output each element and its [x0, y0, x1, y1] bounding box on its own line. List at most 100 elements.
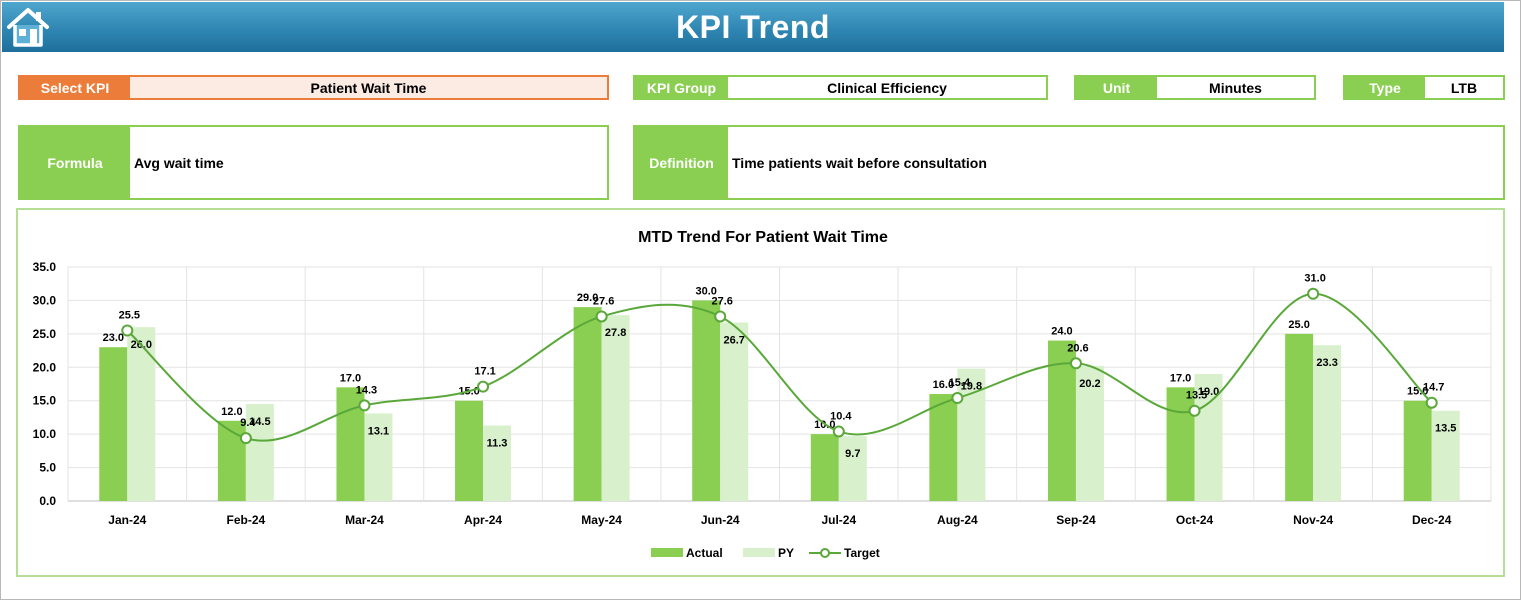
- target-point: [477, 380, 490, 393]
- target-point: [1307, 287, 1320, 300]
- data-label-py: 13.1: [368, 425, 389, 437]
- formula-label: Formula: [20, 127, 130, 198]
- select-kpi-field: Select KPI Patient Wait Time: [18, 75, 609, 100]
- data-label-target: 13.5: [1186, 390, 1207, 402]
- data-label-target: 27.6: [593, 295, 614, 307]
- bar-actual: [810, 434, 839, 501]
- data-label-py: 23.3: [1316, 357, 1337, 369]
- legend-swatch-py: [743, 548, 775, 557]
- type-label: Type: [1345, 77, 1425, 98]
- bar-actual: [99, 347, 128, 501]
- target-point: [595, 310, 608, 323]
- chart-panel: MTD Trend For Patient Wait Time 0.0 5.0 10…: [16, 208, 1505, 577]
- data-label-py: 19.8: [961, 381, 982, 393]
- x-tick-label: Aug-24: [937, 513, 978, 527]
- data-label-py: 11.3: [487, 437, 508, 449]
- bar-py: [1075, 365, 1104, 501]
- bar-py: [483, 425, 512, 501]
- data-label-target: 27.6: [711, 295, 732, 307]
- data-label-target: 9.4: [240, 417, 256, 429]
- bar-py: [364, 413, 393, 501]
- chart-title: MTD Trend For Patient Wait Time: [638, 229, 888, 246]
- bar-py: [601, 315, 630, 501]
- bar-py: [1313, 345, 1342, 501]
- x-tick-label: Nov-24: [1293, 513, 1333, 527]
- target-line: [126, 292, 1433, 442]
- data-label-actual: 17.0: [1170, 372, 1191, 384]
- x-tick-label: Apr-24: [464, 513, 502, 527]
- data-label-target: 14.3: [356, 384, 377, 396]
- y-tick-label: 30.0: [33, 293, 57, 307]
- data-label-actual: 16.0: [933, 379, 954, 391]
- target-point: [832, 425, 845, 438]
- home-icon[interactable]: [6, 5, 50, 49]
- data-label-target: 17.1: [474, 366, 495, 378]
- data-label-target: 15.4: [949, 377, 971, 389]
- bar-py: [127, 327, 156, 501]
- x-tick-label: Jul-24: [821, 513, 856, 527]
- y-tick-label: 25.0: [33, 327, 57, 341]
- data-label-actual: 17.0: [340, 372, 361, 384]
- kpi-group-value: Clinical Efficiency: [728, 77, 1046, 98]
- x-tick-label: Jan-24: [108, 513, 146, 527]
- x-tick-label: May-24: [581, 513, 622, 527]
- definition-text: Time patients wait before consultation: [732, 154, 987, 171]
- bar-py: [838, 436, 867, 501]
- x-tick-label: Dec-24: [1412, 513, 1452, 527]
- target-point: [1425, 396, 1438, 409]
- bar-actual: [692, 300, 721, 501]
- data-label-target: 25.5: [119, 310, 140, 322]
- bar-actual: [217, 420, 246, 501]
- bar-actual: [1166, 387, 1195, 501]
- y-tick-label: 0.0: [39, 494, 56, 508]
- x-tick-label: Sep-24: [1056, 513, 1096, 527]
- kpi-group-label: KPI Group: [635, 77, 728, 98]
- legend-label-py: PY: [778, 546, 794, 560]
- y-tick-label: 20.0: [33, 360, 57, 374]
- y-tick-label: 15.0: [33, 394, 57, 408]
- data-label-actual: 12.0: [221, 406, 242, 418]
- data-label-target: 31.0: [1304, 273, 1325, 285]
- x-tick-label: Jun-24: [701, 513, 740, 527]
- data-label-actual: 24.0: [1051, 326, 1072, 338]
- type-value: LTB: [1425, 77, 1503, 98]
- data-label-actual: 25.0: [1288, 319, 1309, 331]
- y-tick-label: 10.0: [33, 427, 57, 441]
- select-kpi-dropdown[interactable]: Patient Wait Time: [130, 77, 607, 98]
- data-label-py: 27.8: [605, 327, 626, 339]
- formula-text: Avg wait time: [134, 154, 224, 171]
- definition-box: Definition Time patients wait before con…: [633, 125, 1505, 200]
- data-label-target: 10.4: [830, 410, 852, 422]
- bar-py: [1431, 410, 1460, 501]
- legend-swatch-actual: [651, 548, 683, 557]
- kpi-group-field: KPI Group Clinical Efficiency: [633, 75, 1048, 100]
- bar-py: [720, 322, 749, 501]
- data-label-target: 14.7: [1423, 382, 1444, 394]
- data-label-py: 13.5: [1435, 423, 1456, 435]
- y-tick-label: 5.0: [39, 461, 56, 475]
- bar-actual: [929, 394, 958, 501]
- data-label-actual: 29.0: [577, 292, 598, 304]
- formula-box: Formula Avg wait time: [18, 125, 609, 200]
- x-tick-label: Mar-24: [345, 513, 384, 527]
- unit-label: Unit: [1076, 77, 1157, 98]
- select-kpi-label: Select KPI: [20, 77, 130, 98]
- page-title: KPI Trend: [676, 9, 830, 45]
- y-tick-label: 35.0: [33, 260, 57, 274]
- definition-label: Definition: [635, 127, 728, 198]
- bar-actual: [1285, 333, 1314, 501]
- legend-label-actual: Actual: [686, 546, 723, 560]
- data-label-py: 20.2: [1079, 378, 1100, 390]
- target-point: [121, 324, 134, 337]
- target-point: [358, 399, 371, 412]
- x-tick-label: Feb-24: [227, 513, 266, 527]
- type-field: Type LTB: [1343, 75, 1505, 100]
- data-label-py: 9.7: [845, 448, 860, 460]
- data-label-py: 19.0: [1198, 386, 1219, 398]
- legend-label-target: Target: [844, 546, 880, 560]
- data-label-py: 26.7: [723, 334, 744, 346]
- legend-marker-target: [820, 548, 830, 558]
- trend-chart: MTD Trend For Patient Wait Time 0.0 5.0 10…: [33, 229, 1492, 560]
- data-label-actual: 30.0: [695, 285, 716, 297]
- unit-field: Unit Minutes: [1074, 75, 1316, 100]
